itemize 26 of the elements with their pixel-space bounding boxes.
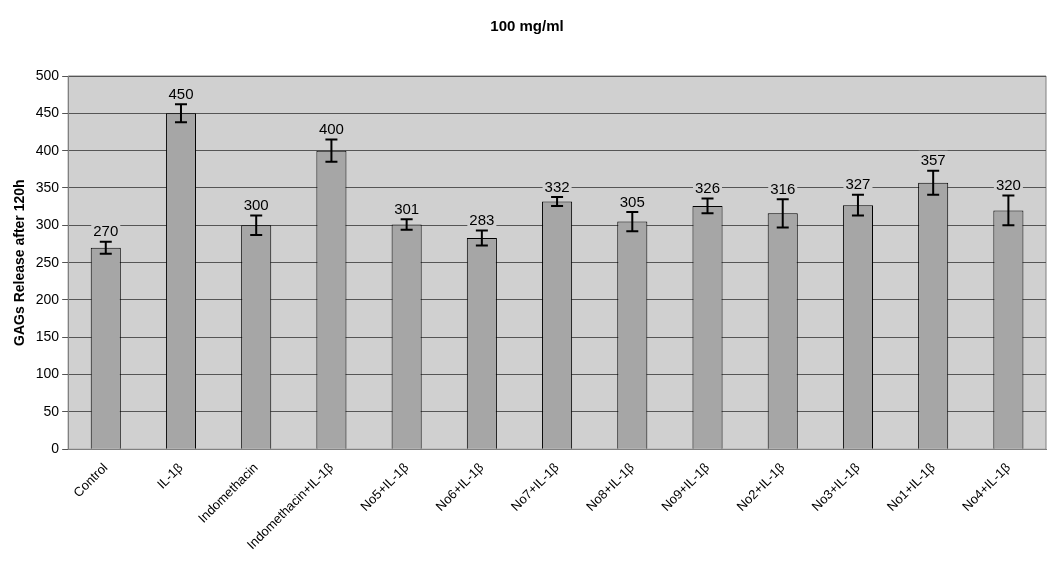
y-tick-label: 400 xyxy=(35,141,60,158)
y-axis-title: GAGs Release after 120h xyxy=(11,179,28,346)
y-tick-label: 0 xyxy=(51,440,60,457)
y-tick-label: 50 xyxy=(43,402,60,419)
y-tick-label: 300 xyxy=(35,216,60,233)
data-label: 316 xyxy=(770,179,796,197)
y-tick-label: 200 xyxy=(35,290,60,307)
y-tick-label: 100 xyxy=(35,365,60,382)
data-label: 400 xyxy=(318,120,344,138)
data-label: 305 xyxy=(619,192,645,210)
y-tick-label: 150 xyxy=(35,328,60,345)
y-tick-label: 500 xyxy=(35,66,60,83)
data-label: 450 xyxy=(168,85,194,103)
data-label: 357 xyxy=(920,151,946,169)
y-tick-label: 350 xyxy=(35,178,60,195)
data-label: 327 xyxy=(845,175,871,193)
data-label: 326 xyxy=(695,179,721,197)
data-label: 283 xyxy=(469,211,495,229)
data-label: 270 xyxy=(93,222,119,240)
y-tick-label: 450 xyxy=(35,104,60,121)
data-label: 301 xyxy=(394,199,420,217)
chart-title: 100 mg/ml xyxy=(490,17,564,35)
data-label: 320 xyxy=(995,176,1021,194)
data-label: 300 xyxy=(243,196,269,214)
y-tick-label: 250 xyxy=(35,253,60,270)
data-label: 332 xyxy=(544,177,570,195)
